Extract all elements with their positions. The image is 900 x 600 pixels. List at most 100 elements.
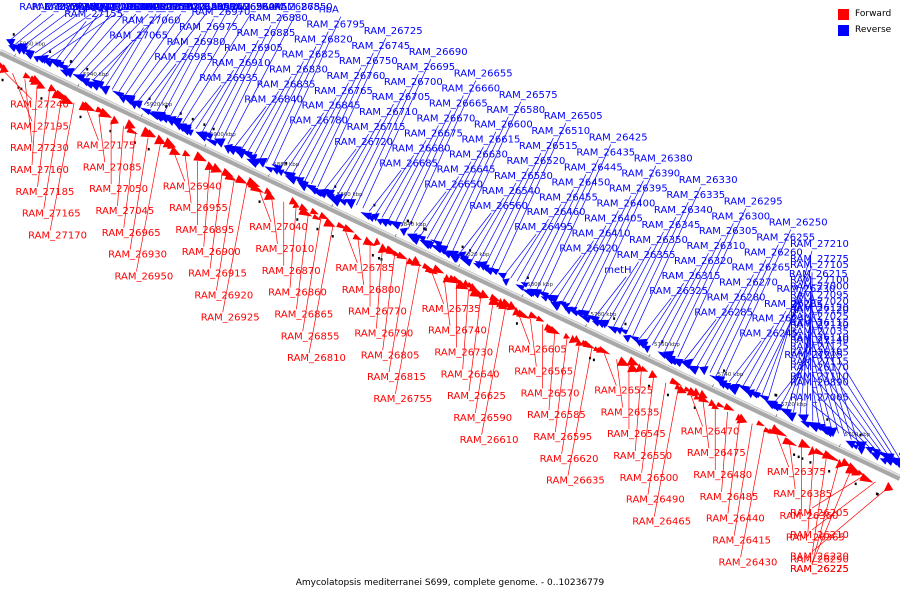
leader-line — [123, 131, 137, 228]
leader-line — [811, 338, 839, 434]
reverse-gene-label: RAM_26320 — [674, 256, 733, 267]
leader-line — [439, 131, 497, 245]
forward-feature — [698, 394, 710, 403]
reverse-gene-label: RAM_26405 — [584, 214, 643, 225]
reverse-feature — [578, 314, 592, 324]
minor-feature — [49, 50, 52, 53]
reverse-gene-label: RAM_27055 — [134, 2, 193, 13]
leader-line — [709, 259, 767, 373]
leader-line — [266, 31, 329, 163]
axis-tick-label: 5800 kbp — [527, 282, 553, 288]
forward-gene-label: RAM_27195 — [10, 121, 69, 132]
forward-feature — [676, 385, 687, 394]
minor-feature — [793, 453, 796, 456]
legend: Forward Reverse — [838, 6, 891, 38]
reverse-gene-label: RAM_26400 — [596, 199, 655, 210]
reverse-gene-label: RAM_27180 — [94, 2, 153, 13]
forward-gene-label: RAM_26440 — [706, 514, 765, 525]
leader-line — [561, 341, 580, 454]
reverse-gene-label: RAM_27015 — [159, 2, 218, 13]
leader-line — [561, 225, 607, 303]
leader-line — [658, 253, 709, 349]
axis-tick-label: 5760 kbp — [654, 342, 680, 348]
reverse-gene-label: RAM_26875 — [261, 2, 320, 13]
forward-gene-label: RAM_26565 — [514, 367, 573, 378]
axis-tick-label: 5960 kbp — [19, 42, 45, 48]
forward-gene-label: RAM_26955 — [169, 203, 228, 214]
reverse-feature — [139, 107, 152, 116]
leader-line — [811, 470, 852, 565]
leader-line — [568, 210, 619, 306]
reverse-gene-label: RAM_26710 — [359, 107, 418, 118]
forward-gene-label: RAM_26635 — [546, 476, 605, 487]
reverse-feature — [284, 175, 298, 185]
reverse-feature — [851, 444, 859, 450]
axis-tick — [585, 324, 587, 328]
forward-feature — [365, 238, 376, 247]
axis-tick-label: 5860 kbp — [337, 192, 363, 198]
leader-line — [311, 52, 374, 185]
reverse-feature — [854, 441, 867, 452]
leader-line — [788, 441, 796, 490]
forward-feature — [298, 206, 313, 217]
minor-feature — [809, 461, 812, 464]
leader-line — [221, 13, 284, 142]
reverse-gene-label: RAM_27140 — [790, 335, 849, 346]
leader-line — [343, 103, 394, 200]
forward-feature — [736, 413, 748, 424]
forward-gene-label: RAM_26855 — [281, 331, 340, 342]
forward-feature — [377, 243, 389, 254]
reverse-feature — [5, 38, 16, 47]
minor-feature — [407, 219, 410, 223]
forward-feature — [298, 203, 309, 211]
leader-line — [733, 423, 753, 536]
forward-gene-label: RAM_26470 — [681, 426, 740, 437]
reverse-gene-label: thrS — [89, 2, 110, 13]
reverse-feature — [18, 46, 29, 55]
reverse-feature — [256, 157, 268, 168]
leader-line — [632, 186, 702, 337]
forward-gene-label: RAM_26735 — [422, 304, 481, 315]
forward-feature — [396, 251, 409, 260]
leader-line — [811, 293, 859, 443]
reverse-feature — [607, 325, 619, 334]
forward-gene-label: RAM_26755 — [373, 394, 432, 405]
forward-feature — [168, 146, 181, 155]
forward-feature — [60, 94, 74, 105]
reverse-gene-label: RAM_26765 — [314, 86, 373, 97]
forward-gene-label: RAM_26220 — [790, 552, 849, 563]
reverse-feature — [249, 153, 258, 163]
reverse-gene-label: RAM_26215 — [789, 269, 848, 280]
leader-line — [21, 13, 67, 48]
leader-line — [426, 161, 472, 239]
leader-line — [345, 230, 358, 264]
forward-gene-label: RAM_26620 — [540, 454, 599, 465]
axis-tick — [77, 83, 80, 87]
forward-feature — [797, 438, 811, 448]
leader-line — [336, 118, 382, 197]
forward-feature — [250, 183, 265, 193]
leader-line — [638, 297, 672, 340]
leader-line — [542, 144, 612, 294]
forward-feature — [292, 201, 300, 209]
leader-line — [703, 274, 754, 370]
forward-feature — [535, 315, 545, 322]
legend-label-reverse: Reverse — [855, 25, 892, 35]
reverse-feature — [202, 132, 214, 140]
axis-tick — [331, 203, 334, 207]
leader-line — [302, 219, 322, 332]
minor-feature — [148, 97, 151, 100]
minor-feature — [526, 276, 529, 280]
reverse-gene-label: RAM_26455 — [539, 192, 598, 203]
reverse-feature — [520, 282, 529, 288]
forward-gene-label: RAM_26810 — [287, 353, 346, 364]
reverse-gene-label: RAM_26975 — [179, 22, 238, 33]
leader-line — [702, 400, 710, 449]
leader-line — [799, 302, 813, 416]
reverse-gene-label: RAM_26110 — [790, 333, 849, 344]
minor-feature — [179, 112, 182, 115]
leader-line — [201, 54, 247, 133]
forward-feature — [488, 296, 501, 306]
reverse-gene-label: RAM_27070 — [139, 2, 198, 13]
forward-gene-label: RAM_26430 — [719, 557, 778, 568]
